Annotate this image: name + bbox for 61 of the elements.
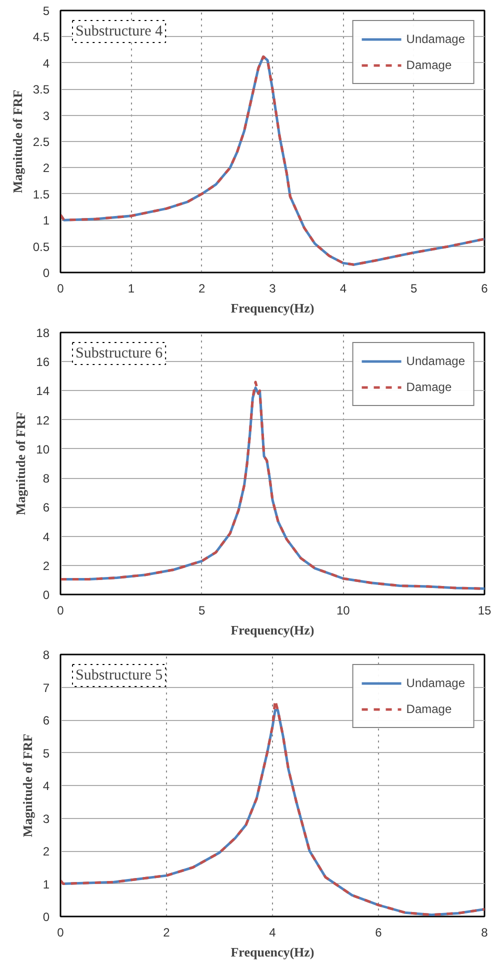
y-tick-label: 1 xyxy=(42,214,50,228)
y-tick-label: 6 xyxy=(42,714,50,728)
annotation: Substructure 5 xyxy=(76,668,163,684)
y-tick-label: 2.5 xyxy=(32,135,50,149)
x-tick-label: 2 xyxy=(163,926,170,940)
x-axis-title: Frequency(Hz) xyxy=(230,944,314,960)
legend-label: Undamage xyxy=(406,676,465,690)
y-tick-label: 5 xyxy=(42,4,50,18)
x-tick-label: 6 xyxy=(375,926,382,940)
y-tick-label: 4 xyxy=(42,56,50,70)
y-tick-label: 5 xyxy=(42,746,50,760)
x-tick-label: 5 xyxy=(410,282,418,296)
x-tick-label: 4 xyxy=(269,926,276,940)
y-tick-label: 3 xyxy=(42,812,50,826)
y-tick-label: 8 xyxy=(42,472,50,486)
x-axis-title: Frequency(Hz) xyxy=(230,622,314,638)
annotation: Substructure 6 xyxy=(76,346,164,362)
y-tick-label: 10 xyxy=(36,442,50,456)
y-tick-label: 0 xyxy=(42,588,50,602)
y-axis-title: Magnitude of FRF xyxy=(13,412,28,516)
y-tick-label: 8 xyxy=(42,648,50,662)
x-tick-label: 10 xyxy=(336,604,350,618)
y-tick-label: 4 xyxy=(42,530,50,544)
legend-label: Undamage xyxy=(406,354,465,368)
legend-label: Damage xyxy=(406,380,452,394)
y-tick-label: 0 xyxy=(42,266,50,280)
y-tick-label: 6 xyxy=(42,500,50,515)
x-tick-label: 15 xyxy=(478,604,492,618)
y-tick-label: 2 xyxy=(42,844,50,858)
y-axis-title: Magnitude of FRF xyxy=(20,734,35,838)
x-tick-label: 3 xyxy=(269,282,276,296)
y-tick-label: 1.5 xyxy=(32,187,50,202)
y-tick-label: 14 xyxy=(36,384,50,398)
y-tick-label: 2 xyxy=(42,558,50,573)
legend-label: Undamage xyxy=(406,32,465,46)
y-tick-label: 4 xyxy=(42,779,50,793)
y-tick-label: 1 xyxy=(42,877,50,892)
x-axis-title: Frequency(Hz) xyxy=(230,300,314,316)
y-tick-label: 18 xyxy=(36,326,50,340)
x-tick-label: 0 xyxy=(57,604,64,618)
y-tick-label: 7 xyxy=(42,680,50,695)
y-tick-label: 3 xyxy=(42,108,50,123)
x-tick-label: 8 xyxy=(481,926,488,940)
y-axis-title: Magnitude of FRF xyxy=(10,90,25,194)
legend-label: Damage xyxy=(406,58,452,72)
x-tick-label: 2 xyxy=(198,282,206,296)
x-tick-label: 0 xyxy=(57,926,64,940)
y-tick-label: 12 xyxy=(36,413,50,428)
x-tick-label: 4 xyxy=(340,282,347,296)
x-tick-label: 5 xyxy=(198,604,206,618)
x-tick-label: 1 xyxy=(128,282,135,296)
y-tick-label: 16 xyxy=(36,355,50,370)
x-tick-label: 0 xyxy=(57,282,64,296)
y-tick-label: 0 xyxy=(42,910,50,924)
y-tick-label: 0.5 xyxy=(32,240,50,254)
y-tick-label: 2 xyxy=(42,161,50,176)
annotation: Substructure 4 xyxy=(76,24,164,40)
y-tick-label: 3.5 xyxy=(32,82,50,97)
x-tick-label: 6 xyxy=(481,282,488,296)
legend-label: Damage xyxy=(406,702,452,716)
y-tick-label: 4.5 xyxy=(32,30,50,44)
